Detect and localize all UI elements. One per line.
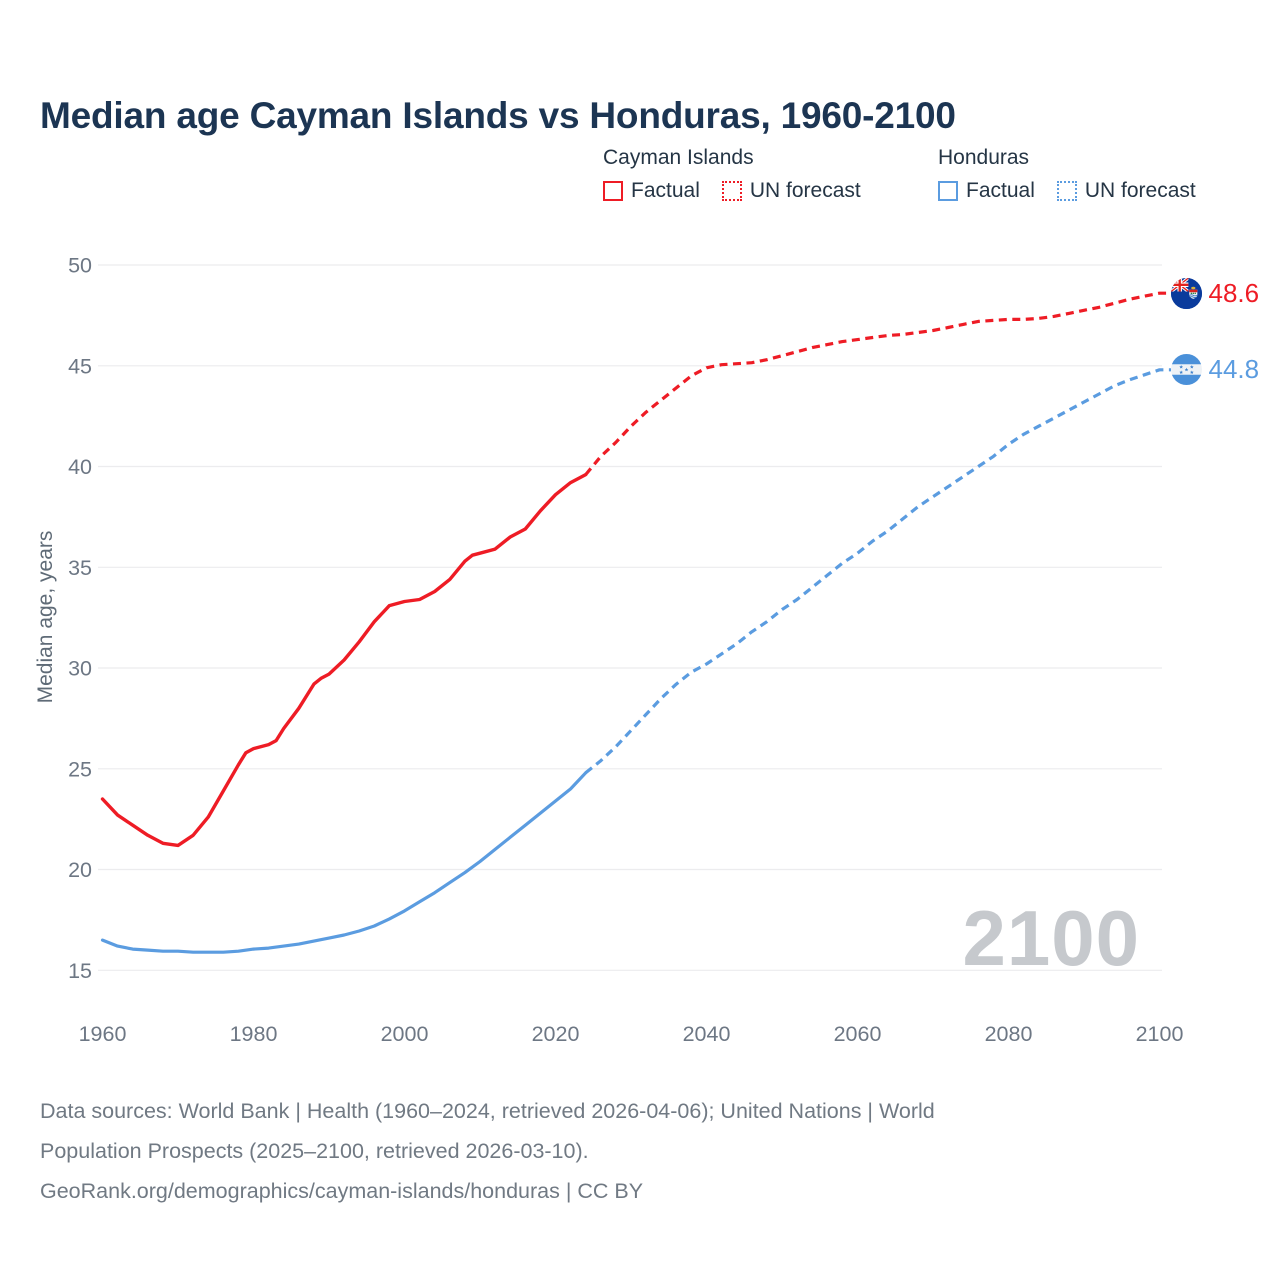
y-tick-label: 15 — [68, 959, 92, 983]
legend-group-title: Honduras — [938, 146, 1030, 169]
series-forecast-line — [584, 368, 1171, 775]
honduras-end-label: 44.8 — [1170, 354, 1260, 386]
y-tick-label: 20 — [68, 858, 92, 882]
series-forecast-line — [584, 291, 1171, 476]
series-factual-line — [100, 472, 588, 848]
data-sources-caption: Data sources: World Bank | Health (1960–… — [40, 1091, 935, 1211]
x-tick-label: 2020 — [532, 1022, 580, 1046]
y-tick-label: 50 — [68, 254, 92, 278]
legend-group-honduras: Honduras Factual UN forecast — [938, 146, 1196, 203]
legend-item-honduras-forecast[interactable]: UN forecast — [1056, 179, 1196, 203]
honduras-flag-icon — [1170, 354, 1202, 386]
y-tick-label: 35 — [68, 556, 92, 580]
legend-item-label: Factual — [631, 179, 700, 202]
solid-blue-swatch-icon — [938, 181, 958, 201]
legend-item-cayman-forecast[interactable]: UN forecast — [721, 179, 861, 203]
caption-line: Population Prospects (2025–2100, retriev… — [40, 1139, 589, 1163]
cayman-islands-flag-icon — [1170, 277, 1202, 309]
solid-red-swatch-icon — [603, 181, 623, 201]
page-title: Median age Cayman Islands vs Honduras, 1… — [40, 94, 956, 136]
x-tick-label: 1960 — [79, 1022, 127, 1046]
x-tick-label: 1980 — [230, 1022, 278, 1046]
y-tick-label: 45 — [68, 354, 92, 378]
x-tick-label: 2060 — [834, 1022, 882, 1046]
y-tick-label: 30 — [68, 657, 92, 681]
series-factual-line — [100, 771, 588, 954]
x-tick-label: 2100 — [1136, 1022, 1184, 1046]
honduras-end-value: 44.8 — [1208, 354, 1260, 385]
x-tick-label: 2040 — [683, 1022, 731, 1046]
caption-line: Data sources: World Bank | Health (1960–… — [40, 1099, 935, 1123]
cayman-islands-end-label: 48.6 — [1170, 277, 1260, 309]
legend-group-cayman-islands: Cayman Islands Factual UN forecast — [603, 146, 861, 203]
legend-item-cayman-factual[interactable]: Factual — [603, 179, 700, 203]
y-tick-label: 40 — [68, 455, 92, 479]
watermark-year: 2100 — [962, 894, 1140, 982]
y-axis-title: Median age, years — [34, 530, 57, 704]
legend-item-label: Factual — [966, 179, 1035, 202]
dotted-blue-swatch-icon — [1056, 181, 1077, 201]
legend-group-title: Cayman Islands — [603, 146, 754, 169]
legend-item-label: UN forecast — [1084, 179, 1196, 202]
legend-items: Factual UN forecast — [603, 179, 861, 203]
y-tick-label: 25 — [68, 757, 92, 781]
cayman-islands-end-value: 48.6 — [1208, 277, 1260, 308]
x-tick-label: 2080 — [985, 1022, 1033, 1046]
legend-item-honduras-factual[interactable]: Factual — [938, 179, 1035, 203]
legend-items: Factual UN forecast — [938, 179, 1196, 203]
x-tick-label: 2000 — [381, 1022, 429, 1046]
caption-line-url[interactable]: GeoRank.org/demographics/cayman-islands/… — [40, 1179, 644, 1203]
dotted-red-swatch-icon — [721, 181, 742, 201]
legend-item-label: UN forecast — [749, 179, 861, 202]
